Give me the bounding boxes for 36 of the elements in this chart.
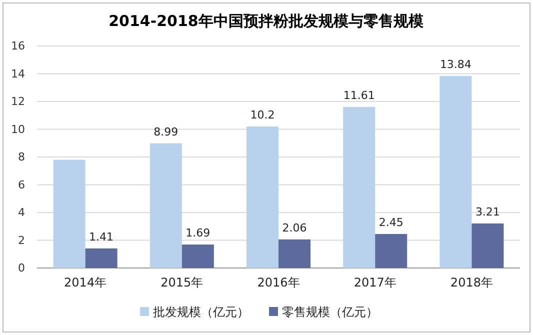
data-label: 3.21 — [475, 205, 500, 218]
bar — [246, 126, 278, 268]
bar — [182, 244, 214, 268]
x-tick-label: 2014年 — [64, 276, 107, 290]
x-tick-label: 2017年 — [354, 276, 396, 290]
y-tick-label: 14 — [11, 67, 25, 80]
data-label: 8.99 — [154, 125, 178, 138]
data-label: 1.69 — [186, 226, 210, 240]
y-tick-label: 2 — [18, 234, 25, 247]
bar — [150, 143, 182, 268]
chart-title: 2014-2018年中国预拌粉批发规模与零售规模 — [108, 12, 424, 30]
bar — [85, 248, 118, 268]
legend-label: 批发规模（亿元） — [153, 305, 249, 319]
x-tick-label: 2015年 — [160, 276, 204, 290]
y-tick-label: 10 — [11, 122, 25, 136]
y-tick-label: 6 — [18, 178, 25, 192]
bar — [278, 239, 310, 268]
data-label: 2.06 — [282, 221, 307, 234]
bar — [440, 76, 472, 268]
bar — [53, 160, 86, 268]
y-tick-label: 12 — [11, 95, 25, 108]
data-label: 1.41 — [89, 230, 114, 244]
bar — [343, 106, 376, 268]
x-tick-label: 2018年 — [450, 276, 493, 290]
data-label: 11.61 — [343, 88, 375, 102]
y-tick-label: 0 — [18, 262, 25, 275]
bar — [472, 223, 504, 268]
bar — [375, 234, 408, 268]
y-tick-label: 4 — [18, 206, 25, 220]
data-label: 2.45 — [378, 216, 404, 230]
x-tick-label: 2016年 — [257, 276, 300, 290]
y-tick-label: 16 — [11, 40, 25, 53]
legend-label: 零售规模（亿元） — [282, 305, 378, 319]
data-label: 13.84 — [440, 58, 472, 71]
data-label: 10.2 — [250, 108, 275, 122]
y-tick-label: 8 — [18, 150, 25, 164]
